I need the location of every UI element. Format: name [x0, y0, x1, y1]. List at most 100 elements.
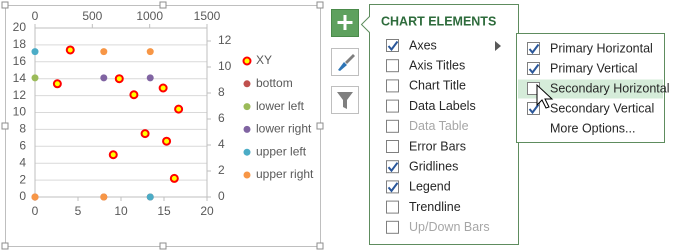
x2-tick-label: 500	[82, 9, 102, 23]
marker	[100, 193, 108, 201]
submenu-label: Secondary Vertical	[550, 101, 654, 115]
marker	[140, 129, 150, 139]
item-label: Up/Down Bars	[409, 220, 490, 234]
checkbox	[386, 79, 399, 93]
legend-label: lower left	[256, 99, 305, 113]
x-tick-label: 20	[200, 204, 214, 218]
item-label: Trendline	[409, 200, 461, 214]
checkbox	[386, 200, 399, 214]
y-tick-label: 12	[13, 88, 27, 102]
checkmark	[387, 40, 399, 52]
checkmark	[387, 182, 399, 193]
y2-tick-label: 12	[218, 33, 232, 47]
submenu-label: Secondary Horizontal	[550, 81, 670, 95]
item-label: Gridlines	[409, 159, 458, 173]
checkmark	[387, 162, 399, 173]
submenu-label: Primary Horizontal	[550, 41, 653, 55]
panel-items: Axes Axis Titles Chart Title Data Labels Dat…	[386, 38, 502, 234]
panel-item[interactable]: Chart Title	[386, 79, 467, 93]
marker	[243, 103, 251, 111]
x-tick-label: 0	[32, 204, 39, 218]
submenu-item[interactable]: Secondary Vertical	[527, 101, 655, 115]
item-label: Data Table	[409, 119, 469, 133]
marker	[31, 193, 39, 201]
item-label: Chart Title	[409, 79, 466, 93]
x-tick-label: 10	[114, 204, 128, 218]
item-label: Legend	[409, 180, 451, 194]
mouse-cursor	[536, 83, 554, 109]
legend-label: lower right	[256, 122, 312, 136]
checkbox	[386, 220, 399, 234]
checkmark	[528, 43, 540, 55]
panel-title: CHART ELEMENTS	[381, 14, 496, 28]
item-label: Axes	[409, 38, 437, 52]
item-label: Axis Titles	[409, 58, 465, 72]
checkbox	[386, 140, 399, 153]
marker	[169, 173, 179, 183]
submenu-item[interactable]: More Options...	[550, 121, 635, 135]
hover-highlight	[518, 79, 663, 99]
item-label: Error Bars	[409, 139, 466, 153]
marker	[243, 125, 251, 133]
panel-item[interactable]: Legend	[386, 180, 451, 194]
panel-item[interactable]: Data Labels	[386, 99, 476, 113]
checkbox	[386, 99, 399, 113]
chart-frame[interactable]	[5, 5, 321, 247]
panel-item: Up/Down Bars	[386, 220, 490, 234]
y-tick-label: 4	[19, 155, 26, 169]
y2-tick-label: 10	[218, 59, 232, 73]
marker	[65, 45, 75, 55]
panel-item[interactable]: Error Bars	[386, 139, 466, 153]
x-tick-label: 15	[157, 204, 171, 218]
styles-button[interactable]	[331, 48, 359, 76]
submenu-label: More Options...	[550, 121, 635, 135]
filter-button[interactable]	[331, 86, 359, 114]
marker	[52, 79, 62, 89]
marker	[129, 90, 139, 100]
panel-item[interactable]: Gridlines	[386, 159, 459, 173]
marker	[31, 74, 39, 82]
checkbox	[386, 119, 399, 133]
x2-tick-label: 0	[32, 9, 39, 23]
legend-label: upper right	[256, 167, 314, 181]
marker	[31, 48, 39, 56]
submenu-item[interactable]: Primary Horizontal	[527, 41, 653, 55]
submenu-items: Primary Horizontal Primary Vertical Second…	[518, 41, 670, 135]
marker	[243, 80, 251, 88]
panel-item[interactable]: Axis Titles	[386, 58, 466, 73]
y-tick-label: 18	[13, 37, 27, 51]
marker	[146, 193, 154, 201]
x-tick-label: 5	[75, 204, 82, 218]
y-tick-label: 10	[13, 105, 27, 119]
y-tick-label: 0	[19, 189, 26, 203]
y-tick-label: 20	[13, 20, 27, 34]
marker	[158, 83, 168, 93]
marker	[146, 74, 154, 82]
y2-tick-label: 4	[218, 137, 225, 151]
marker	[243, 171, 251, 179]
marker	[162, 136, 172, 146]
y-tick-label: 14	[13, 71, 27, 85]
resize-handles[interactable]	[1, 1, 324, 250]
y-tick-label: 6	[19, 138, 26, 152]
marker	[146, 48, 154, 56]
submenu-arrow	[495, 41, 501, 51]
add-element-button[interactable]	[331, 9, 359, 37]
y2-tick-label: 6	[218, 111, 225, 125]
checkbox	[386, 59, 399, 73]
y2-tick-label: 2	[218, 163, 225, 177]
submenu-item[interactable]: Primary Vertical	[527, 61, 638, 75]
y2-tick-label: 0	[218, 189, 225, 203]
x2-tick-label: 1000	[136, 9, 163, 23]
submenu-label: Primary Vertical	[550, 61, 638, 75]
marker	[242, 56, 252, 66]
legend-label: bottom	[256, 76, 293, 90]
panel-item[interactable]: Axes	[386, 38, 502, 52]
panel-item[interactable]: Trendline	[386, 200, 461, 214]
marker	[100, 48, 108, 56]
marker	[174, 104, 184, 114]
marker	[100, 74, 108, 82]
marker	[114, 74, 124, 84]
